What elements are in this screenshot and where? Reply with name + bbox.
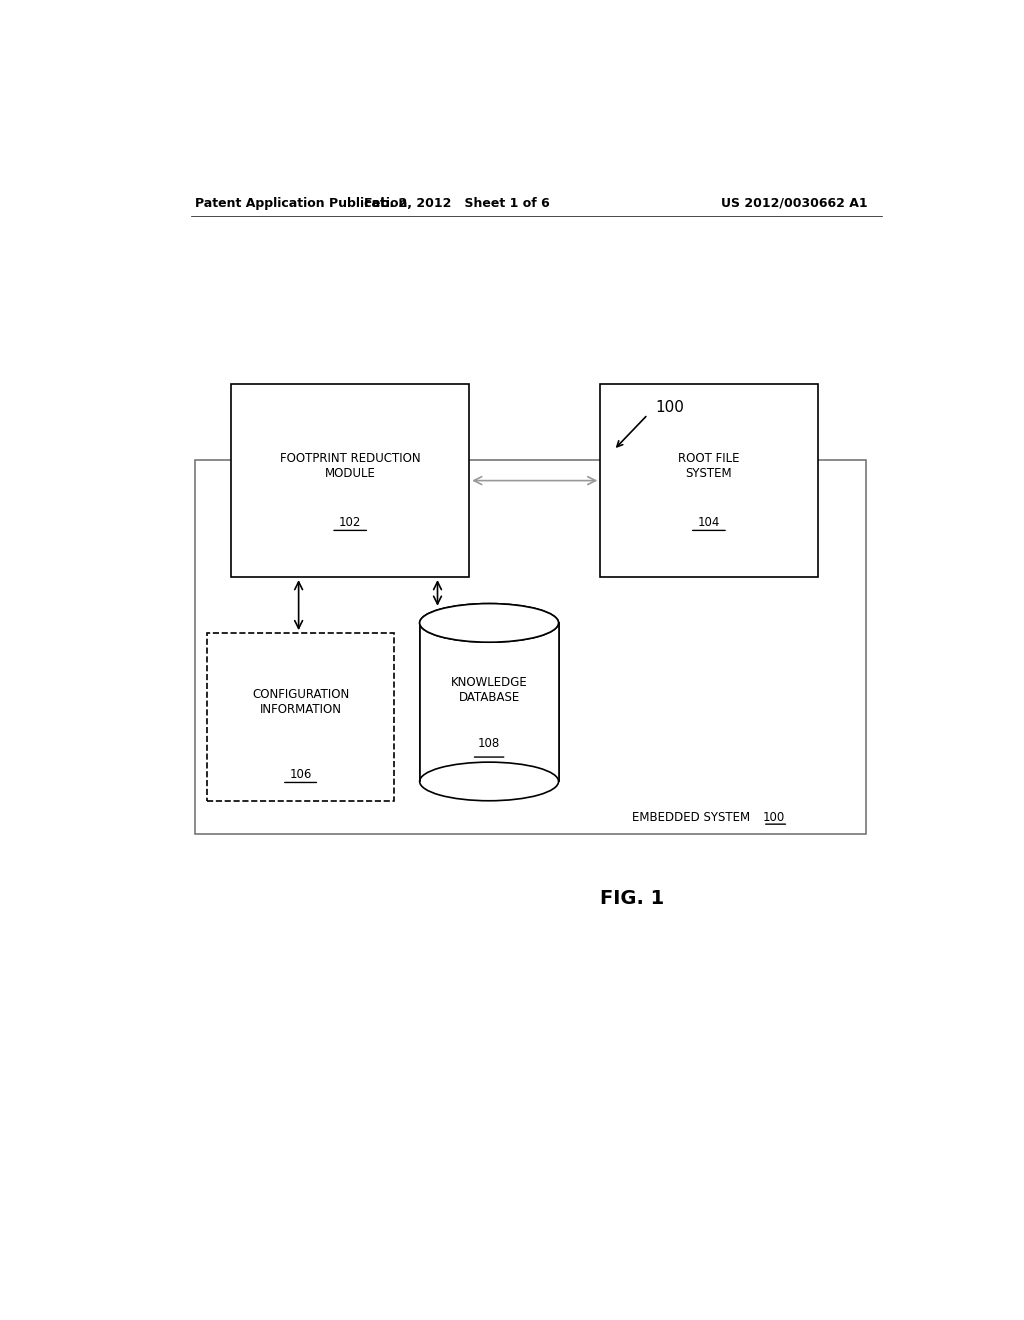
Text: 104: 104 [697, 516, 720, 529]
Text: FOOTPRINT REDUCTION
MODULE: FOOTPRINT REDUCTION MODULE [280, 453, 421, 480]
Ellipse shape [420, 603, 558, 643]
FancyBboxPatch shape [207, 634, 394, 801]
Text: Patent Application Publication: Patent Application Publication [196, 197, 408, 210]
FancyBboxPatch shape [231, 384, 469, 577]
Text: 102: 102 [339, 516, 361, 529]
Text: US 2012/0030662 A1: US 2012/0030662 A1 [721, 197, 868, 210]
Bar [420, 623, 558, 781]
Text: 106: 106 [290, 768, 311, 781]
Ellipse shape [420, 603, 558, 643]
Text: 108: 108 [478, 738, 500, 750]
Text: KNOWLEDGE
DATABASE: KNOWLEDGE DATABASE [451, 676, 527, 705]
Text: EMBEDDED SYSTEM: EMBEDDED SYSTEM [632, 810, 754, 824]
Text: Feb. 2, 2012   Sheet 1 of 6: Feb. 2, 2012 Sheet 1 of 6 [365, 197, 550, 210]
FancyBboxPatch shape [600, 384, 818, 577]
Text: 100: 100 [655, 400, 685, 414]
Text: 100: 100 [763, 810, 785, 824]
Ellipse shape [420, 762, 558, 801]
Text: ROOT FILE
SYSTEM: ROOT FILE SYSTEM [678, 453, 739, 480]
Text: FIG. 1: FIG. 1 [600, 888, 664, 908]
Text: CONFIGURATION
INFORMATION: CONFIGURATION INFORMATION [252, 688, 349, 717]
FancyBboxPatch shape [196, 461, 866, 834]
